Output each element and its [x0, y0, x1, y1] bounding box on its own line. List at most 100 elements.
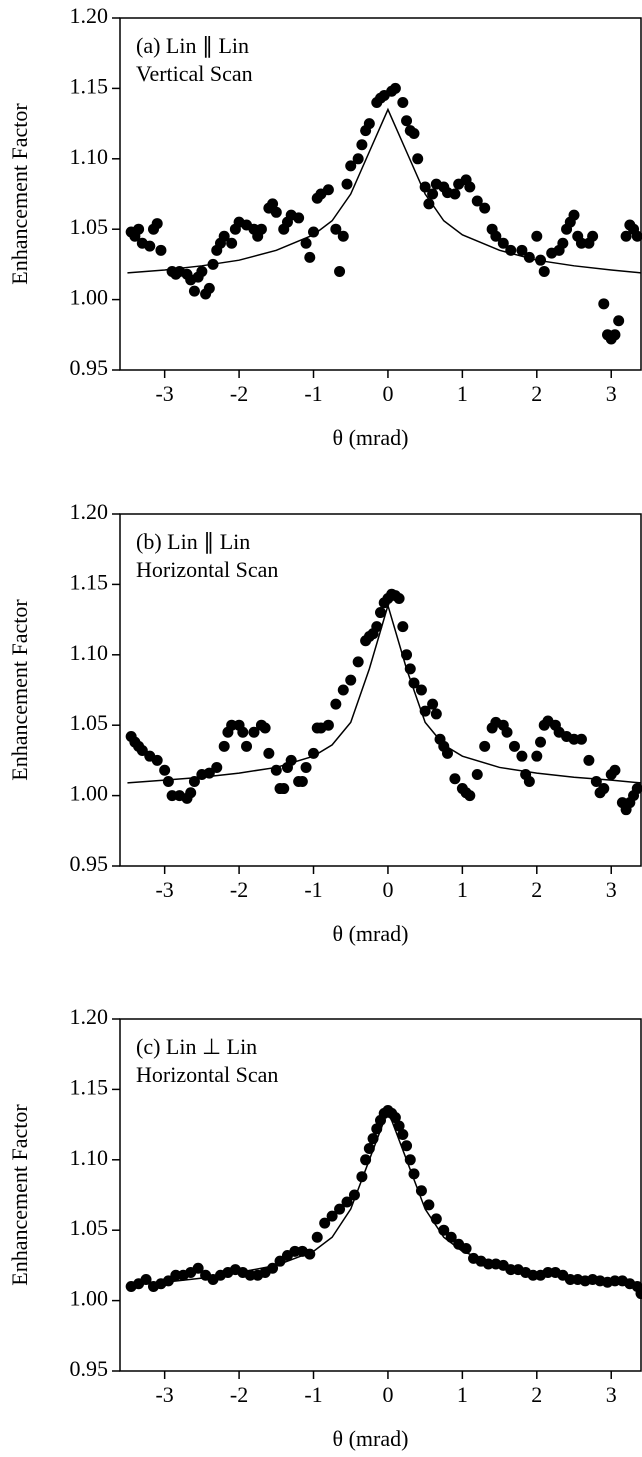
y-tick-label: 1.10 — [70, 640, 109, 665]
data-point — [155, 244, 167, 256]
data-point — [371, 621, 383, 633]
x-tick-label: 1 — [457, 877, 468, 902]
y-tick-label: 1.05 — [70, 710, 109, 735]
data-point — [635, 1288, 642, 1300]
data-point — [188, 285, 200, 297]
data-point — [356, 139, 368, 151]
data-point — [587, 230, 599, 242]
data-point — [423, 198, 435, 210]
data-point — [423, 1199, 435, 1211]
x-tick-label: -2 — [230, 877, 248, 902]
data-point — [241, 740, 253, 752]
data-point — [471, 195, 483, 207]
data-point — [389, 82, 401, 94]
data-point — [620, 230, 632, 242]
data-point — [401, 1140, 413, 1152]
data-point — [401, 115, 413, 127]
data-point — [631, 783, 642, 795]
data-point — [300, 237, 312, 249]
data-point — [631, 230, 642, 242]
data-point — [263, 747, 275, 759]
data-point — [133, 223, 145, 235]
data-point — [508, 740, 520, 752]
y-tick-label: 1.20 — [70, 1004, 109, 1029]
y-tick-label: 1.20 — [70, 499, 109, 524]
panel: 0.95 1.00 1.05 1.10 1.15 1.20 -3 -2 -1 0 1 2 3 θ (mra… — [7, 3, 642, 450]
plot-frame — [119, 17, 642, 371]
fit-line — [127, 602, 642, 784]
x-tick-label: -2 — [230, 1382, 248, 1407]
data-point — [337, 230, 349, 242]
y-tick-label: 1.20 — [70, 3, 109, 28]
data-point — [583, 754, 595, 766]
data-point — [412, 153, 424, 165]
data-point — [471, 768, 483, 780]
data-point — [389, 1112, 401, 1124]
x-tick-label: -1 — [304, 877, 322, 902]
data-point — [419, 181, 431, 193]
plot-frame — [119, 513, 642, 867]
y-axis-label: Enhancement Factor — [7, 599, 32, 781]
fit-line — [127, 107, 642, 274]
data-point — [326, 1210, 338, 1222]
data-point — [523, 776, 535, 788]
data-point — [330, 698, 342, 710]
data-point — [311, 1231, 323, 1243]
data-point — [490, 230, 502, 242]
data-point — [319, 1217, 331, 1229]
data-point — [226, 237, 238, 249]
data-point — [531, 750, 543, 762]
x-tick-label: 2 — [531, 877, 542, 902]
y-tick-label: 1.10 — [70, 144, 109, 169]
panel: 0.95 1.00 1.05 1.10 1.15 1.20 -3 -2 -1 0 1 2 3 θ (mra… — [7, 499, 642, 946]
x-tick-label: -3 — [155, 877, 173, 902]
data-point — [575, 733, 587, 745]
x-tick-label: 2 — [531, 1382, 542, 1407]
data-point — [248, 726, 260, 738]
data-point — [523, 251, 535, 263]
data-point — [274, 1255, 286, 1267]
data-point — [449, 773, 461, 785]
annotation: Vertical Scan — [136, 61, 253, 86]
data-point — [613, 315, 625, 327]
y-axis-label: Enhancement Factor — [7, 1104, 32, 1286]
annotation: Horizontal Scan — [136, 557, 278, 582]
data-point — [308, 747, 320, 759]
y-tick-label: 0.95 — [70, 355, 109, 380]
data-point — [449, 188, 461, 200]
data-point — [375, 607, 386, 619]
x-tick-label: 0 — [382, 381, 393, 406]
data-point — [259, 722, 271, 734]
data-point — [334, 265, 346, 277]
data-point — [278, 783, 290, 795]
data-point — [479, 740, 491, 752]
x-tick-label: -1 — [304, 1382, 322, 1407]
data-point — [293, 212, 305, 224]
data-point — [397, 96, 409, 108]
data-point — [598, 783, 610, 795]
data-point — [330, 223, 342, 235]
x-tick-label: 1 — [457, 381, 468, 406]
data-point — [609, 764, 621, 776]
data-point — [557, 237, 569, 249]
y-tick-label: 1.15 — [70, 1074, 109, 1099]
x-tick-label: 0 — [382, 877, 393, 902]
y-tick-label: 1.05 — [70, 214, 109, 239]
y-tick-label: 1.00 — [70, 781, 109, 806]
x-tick-label: -1 — [304, 381, 322, 406]
data-point — [192, 1262, 204, 1274]
x-tick-label: -3 — [155, 1382, 173, 1407]
x-axis-label: θ (mrad) — [333, 1426, 409, 1451]
annotation: Horizontal Scan — [136, 1062, 278, 1087]
x-tick-label: 2 — [531, 381, 542, 406]
data-point — [151, 218, 163, 230]
data-point — [497, 237, 509, 249]
plot-frame — [119, 1018, 642, 1372]
data-point — [352, 656, 364, 668]
data-point — [140, 1273, 152, 1285]
data-point — [162, 1275, 174, 1287]
y-tick-label: 1.05 — [70, 1215, 109, 1240]
data-point — [479, 202, 491, 214]
data-point — [322, 719, 334, 731]
